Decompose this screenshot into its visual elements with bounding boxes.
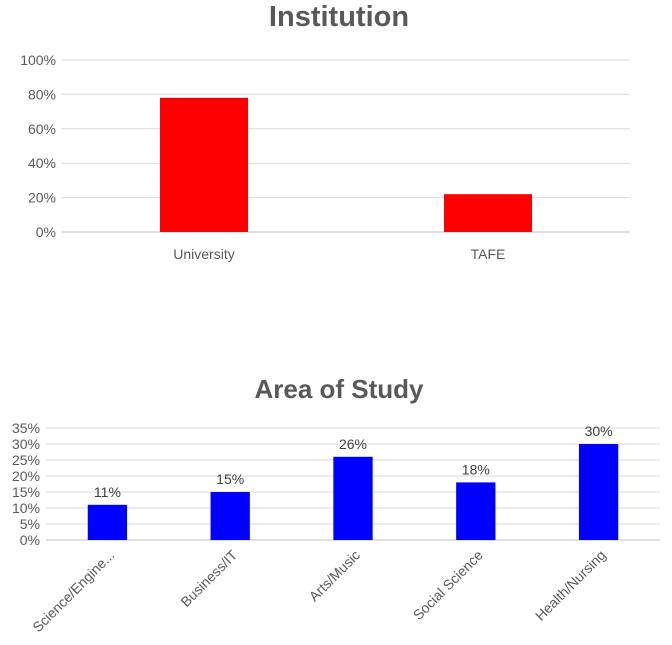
y-tick-label: 20% xyxy=(12,468,40,484)
category-label: Arts/Music xyxy=(306,547,364,605)
y-tick-label: 10% xyxy=(12,500,40,516)
y-tick-label: 80% xyxy=(28,86,56,102)
bar xyxy=(210,492,250,540)
area-of-study-bars xyxy=(87,444,619,540)
y-tick-label: 15% xyxy=(12,484,40,500)
data-label: 15% xyxy=(216,471,244,487)
bar xyxy=(87,504,128,540)
y-tick-label: 60% xyxy=(28,121,56,137)
area-of-study-chart-title: Area of Study xyxy=(254,374,424,404)
institution-chart-title: Institution xyxy=(269,1,409,33)
bar xyxy=(159,97,249,232)
y-tick-label: 20% xyxy=(28,190,56,206)
y-tick-label: 100% xyxy=(20,52,56,68)
bar xyxy=(333,456,373,540)
y-tick-label: 25% xyxy=(12,452,40,468)
y-tick-label: 30% xyxy=(12,436,40,452)
institution-bars xyxy=(159,97,533,232)
institution-chart: Institution 0% 20% 40% 60% 80% 100% Universit… xyxy=(20,1,630,262)
bar xyxy=(456,482,496,540)
bar xyxy=(578,444,619,540)
institution-y-tick-labels: 0% 20% 40% 60% 80% 100% xyxy=(20,52,56,240)
y-tick-label: 40% xyxy=(28,155,56,171)
area-of-study-y-tick-labels: 0%5%10%15%20%25%30%35% xyxy=(12,420,40,548)
data-label: 18% xyxy=(462,461,490,477)
y-tick-label: 35% xyxy=(12,420,40,436)
data-label: 26% xyxy=(339,436,367,452)
institution-category-labels: University TAFE xyxy=(173,246,505,262)
category-label: Health/Nursing xyxy=(532,547,609,624)
y-tick-label: 0% xyxy=(36,224,56,240)
category-label: Science/Engine... xyxy=(29,547,117,635)
area-of-study-chart: Area of Study 0%5%10%15%20%25%30%35% 11%… xyxy=(12,374,660,635)
category-label: University xyxy=(173,246,234,262)
data-label: 11% xyxy=(94,484,121,500)
data-label: 30% xyxy=(585,423,613,439)
category-label: Social Science xyxy=(410,547,486,623)
area-of-study-data-labels: 11% 15% 26% 18% 30% xyxy=(94,423,613,500)
area-of-study-category-labels: Science/Engine... Business/IT Arts/Music So… xyxy=(29,546,609,635)
category-label: Business/IT xyxy=(177,546,240,609)
y-tick-label: 0% xyxy=(20,532,40,548)
category-label: TAFE xyxy=(471,246,506,262)
bar xyxy=(443,194,533,232)
y-tick-label: 5% xyxy=(20,516,40,532)
institution-gridlines xyxy=(62,59,630,233)
